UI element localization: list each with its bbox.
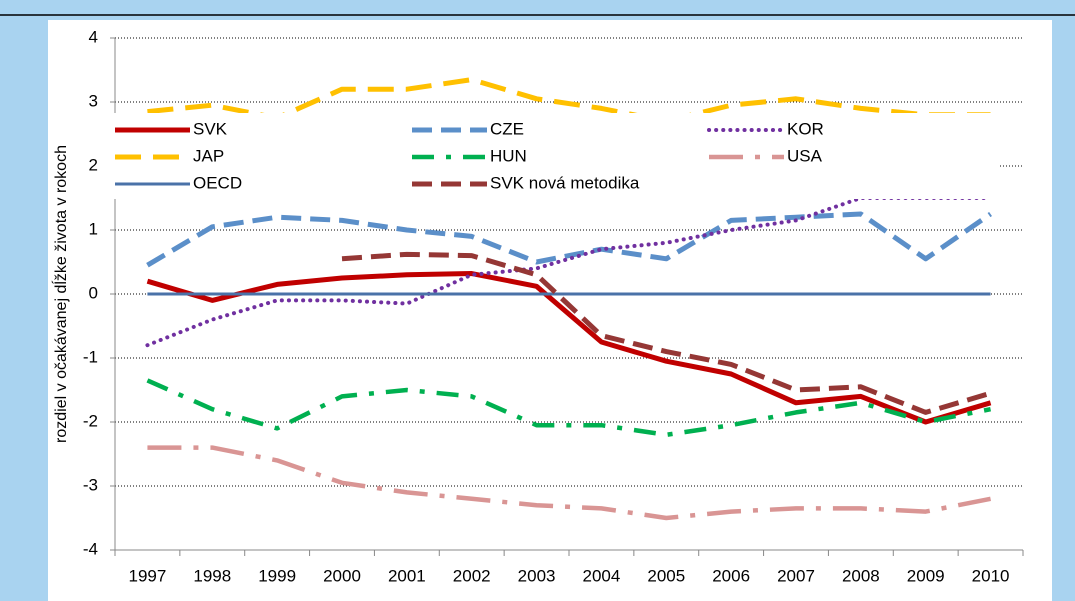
x-tick-label: 2010 (972, 566, 1010, 585)
x-tick-label: 2008 (842, 566, 880, 585)
y-tick-label: -4 (83, 539, 98, 558)
x-tick-label: 2006 (712, 566, 750, 585)
y-tick-label: 3 (89, 91, 98, 110)
y-tick-label: 0 (89, 283, 98, 302)
x-tick-label: 2009 (907, 566, 945, 585)
legend-label: CZE (490, 119, 524, 138)
legend-label: SVK nová metodika (490, 173, 640, 192)
y-tick-label: -1 (83, 347, 98, 366)
series-line (146, 378, 992, 438)
y-tick-label: -2 (83, 411, 98, 430)
legend-box (108, 113, 998, 199)
series-line (341, 251, 992, 415)
legend-label: HUN (490, 146, 527, 165)
x-tick-label: 2004 (583, 566, 621, 585)
legend-label: JAP (193, 146, 224, 165)
x-tick-label: 2005 (647, 566, 685, 585)
legend-label: USA (787, 146, 823, 165)
y-tick-label: 2 (89, 155, 98, 174)
x-tick-label: 1997 (129, 566, 167, 585)
y-axis-title: rozdiel v očakávanej dĺžke života v roko… (51, 145, 70, 443)
y-tick-label: 4 (89, 27, 98, 46)
x-tick-label: 2001 (388, 566, 426, 585)
series-line (146, 211, 992, 268)
series-line (145, 196, 993, 348)
legend-label: OECD (193, 173, 242, 192)
y-tick-label: -3 (83, 475, 98, 494)
series-line (147, 77, 991, 124)
legend-label: SVK (193, 119, 228, 138)
legend-label: KOR (787, 119, 824, 138)
x-tick-label: 2003 (518, 566, 556, 585)
series-line (147, 445, 992, 521)
x-tick-label: 1998 (193, 566, 231, 585)
x-tick-label: 1999 (258, 566, 296, 585)
x-tick-label: 2002 (453, 566, 491, 585)
x-tick-label: 2000 (323, 566, 361, 585)
series-line (146, 271, 992, 425)
y-tick-label: 1 (89, 219, 98, 238)
x-tick-label: 2007 (777, 566, 815, 585)
